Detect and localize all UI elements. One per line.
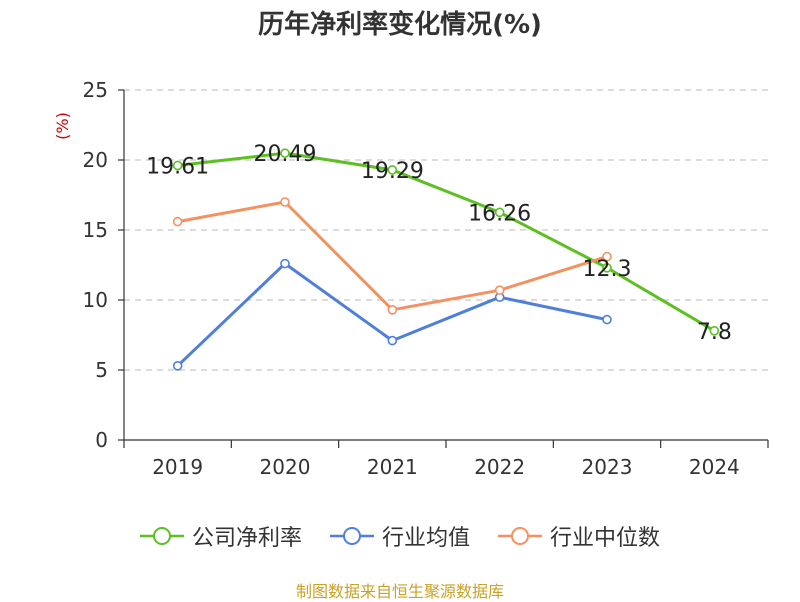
data-label: 12.3 [583,257,632,282]
legend: 公司净利率 行业均值 行业中位数 [0,520,800,552]
data-point [172,160,183,171]
data-point [280,148,290,158]
grid-lines [124,89,768,371]
legend-swatch-icon [329,527,374,545]
series-lines [172,148,720,371]
y-tick-label: 10 [83,288,108,312]
x-tick-label: 2022 [474,455,525,479]
series-line [177,151,716,333]
series-line [177,200,608,312]
data-point [280,197,290,207]
data-point [494,207,505,218]
data-point [602,262,612,273]
data-label: 19.61 [146,154,209,179]
y-tick-label: 20 [83,148,108,172]
data-point [280,258,290,269]
x-tick-label: 2023 [582,455,633,479]
data-point [602,251,612,262]
x-tick-label: 2024 [689,455,740,479]
legend-label: 行业中位数 [550,526,661,551]
data-labels: 19.61 20.49 19.29 16.26 12.3 7.8 [146,142,732,345]
y-tick-label: 15 [83,218,108,242]
y-tick-label: 25 [83,78,108,102]
data-point [387,335,398,346]
legend-label: 行业均值 [381,526,470,551]
data-label: 20.49 [254,142,317,167]
data-point [387,165,398,175]
x-tick-label: 2021 [367,455,418,479]
legend-swatch-icon [498,527,542,545]
data-point [387,304,398,315]
legend-item[interactable]: 行业中位数 [498,520,660,552]
series-line [176,262,608,367]
data-point [172,360,183,371]
y-tick-label: 5 [95,358,108,382]
legend-label: 公司净利率 [191,526,302,551]
chart-title: 历年净利率变化情况(%) [258,10,542,40]
data-point [172,216,183,227]
x-tick-label: 2020 [260,455,311,479]
data-point [709,325,720,336]
data-label: 16.26 [468,201,531,226]
data-label: 19.29 [361,159,424,184]
legend-item[interactable]: 公司净利率 [139,520,302,552]
source-note: 制图数据来自恒生聚源数据库 [295,582,504,601]
y-axis-label: (%) [53,112,72,140]
data-point [602,314,612,325]
legend-swatch-icon [139,527,184,545]
axes: 0 5 10 15 20 25 2019 2020 2021 2022 2023 2024 (%) [53,78,769,479]
x-tick-label: 2019 [152,455,203,479]
y-tick-label: 0 [95,428,108,452]
data-point [494,285,505,296]
legend-item[interactable]: 行业均值 [329,520,470,552]
data-label: 7.8 [697,320,732,345]
